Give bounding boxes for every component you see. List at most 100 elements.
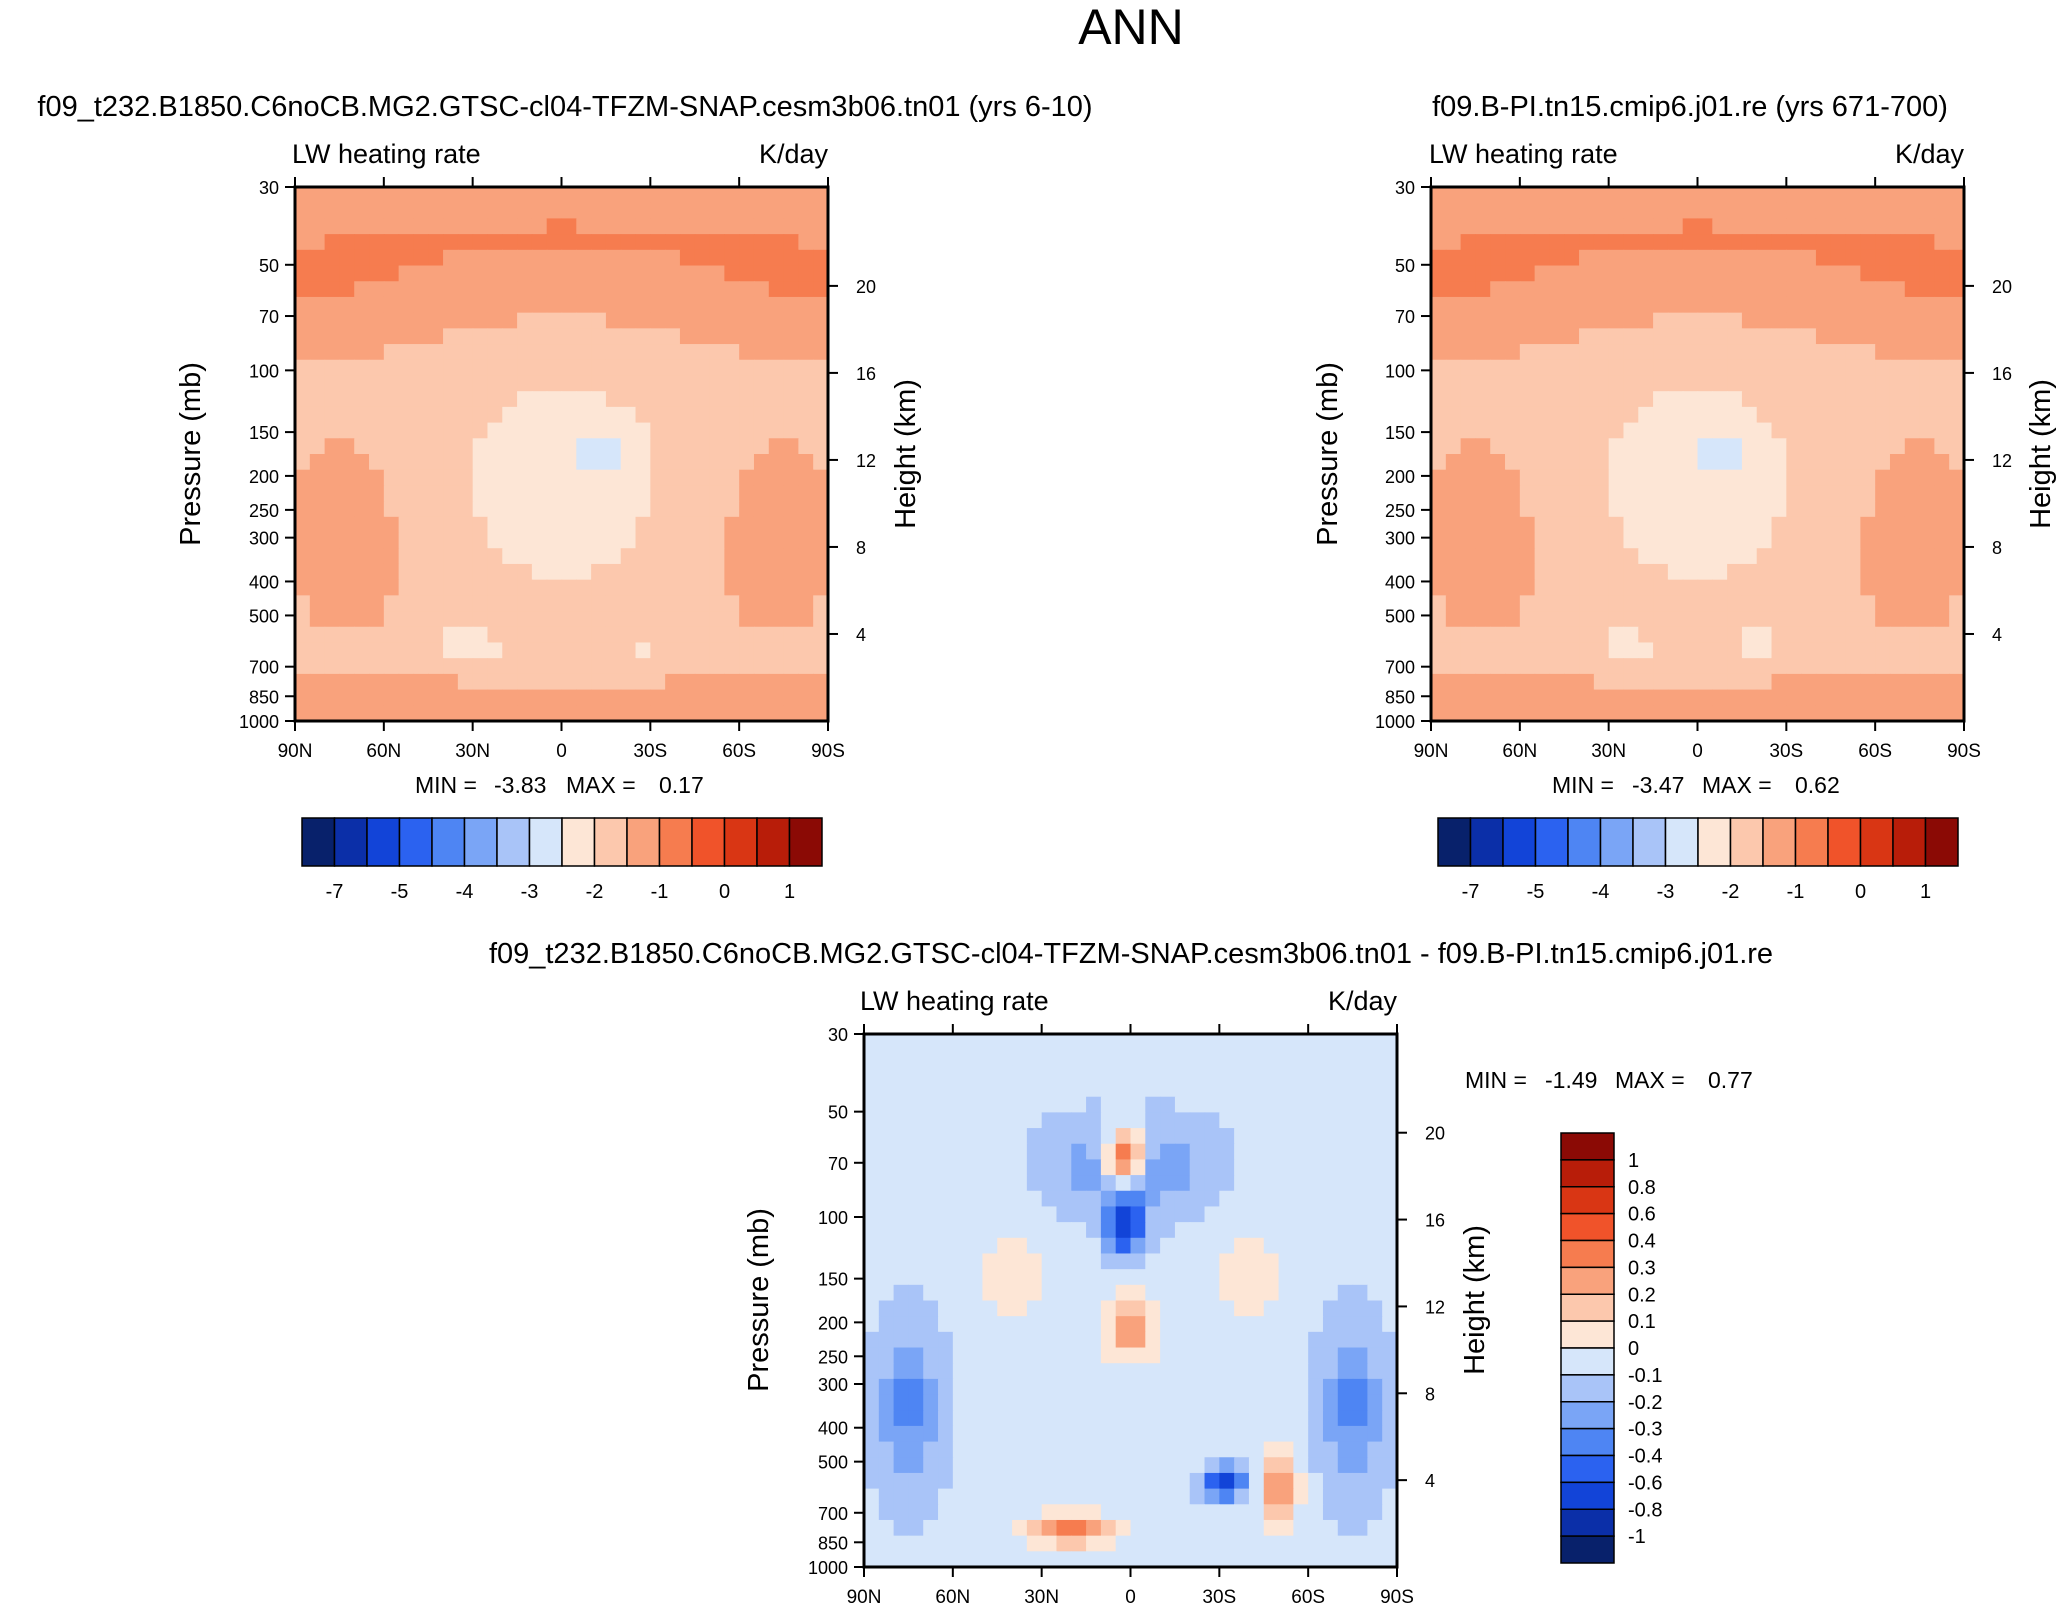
contour-cell — [1100, 1441, 1117, 1458]
contour-cell — [952, 1472, 969, 1490]
contour-cell — [1549, 422, 1565, 439]
contour-cell — [383, 281, 400, 298]
contour-cell — [339, 516, 355, 534]
contour-cell — [605, 658, 622, 675]
contour-cell — [1100, 1081, 1117, 1098]
contour-cell — [324, 359, 341, 377]
contour-cell — [517, 218, 533, 235]
contour-cell — [1160, 1472, 1176, 1490]
contour-cell — [878, 1096, 895, 1113]
contour-cell — [650, 438, 666, 455]
contour-cell — [487, 249, 503, 267]
contour-cell — [1771, 548, 1787, 565]
contour-cell — [413, 375, 429, 392]
contour-cell — [354, 532, 370, 549]
contour-cell — [1741, 234, 1758, 251]
contour-cell — [1697, 187, 1713, 204]
colorbar-label: 0.2 — [1628, 1284, 1656, 1306]
contour-cell — [1667, 234, 1684, 251]
contour-cell — [813, 485, 829, 502]
contour-cell — [1086, 1190, 1102, 1208]
contour-cell — [1352, 1128, 1368, 1145]
contour-cell — [1653, 642, 1669, 659]
contour-cell — [1904, 187, 1921, 204]
contour-cell — [1549, 658, 1565, 675]
contour-cell — [576, 626, 592, 644]
contour-cell — [1189, 1425, 1206, 1443]
contour-cell — [1460, 579, 1477, 596]
contour-cell — [591, 516, 607, 534]
contour-cell — [864, 1175, 880, 1192]
contour-cell — [1579, 673, 1595, 691]
contour-cell — [923, 1269, 939, 1286]
contour-cell — [679, 406, 696, 424]
contour-cell — [605, 202, 622, 220]
contour-cell — [1845, 296, 1861, 314]
contour-cell — [1086, 1175, 1102, 1192]
contour-cell — [1234, 1425, 1250, 1443]
contour-cell — [1130, 1128, 1146, 1145]
panel-case-left-label: LW heating rate — [292, 139, 481, 169]
contour-cell — [295, 642, 311, 659]
contour-cell — [1475, 516, 1491, 534]
contour-cell — [1293, 1159, 1309, 1176]
contour-cell — [1801, 469, 1817, 487]
contour-cell — [1026, 1112, 1043, 1129]
contour-cell — [1845, 673, 1861, 691]
contour-cell — [309, 328, 326, 345]
contour-cell — [1786, 705, 1802, 722]
contour-cell — [1682, 265, 1699, 282]
contour-cell — [1904, 328, 1921, 345]
contour-cell — [324, 485, 341, 502]
contour-cell — [1086, 1504, 1102, 1521]
contour-cell — [1756, 532, 1773, 549]
contour-cell — [1115, 1190, 1132, 1208]
contour-cell — [354, 187, 370, 204]
contour-cell — [1786, 359, 1802, 377]
y-tick-label: 700 — [818, 1504, 848, 1524]
contour-cell — [997, 1034, 1013, 1051]
contour-cell — [1115, 1472, 1132, 1490]
contour-cell — [324, 579, 341, 596]
contour-cell — [620, 438, 637, 455]
contour-cell — [1278, 1034, 1294, 1051]
contour-cell — [938, 1034, 954, 1051]
contour-cell — [1682, 281, 1699, 298]
contour-cell — [1431, 532, 1447, 549]
contour-cell — [724, 642, 740, 659]
contour-cell — [1771, 626, 1787, 644]
contour-cell — [1100, 1175, 1117, 1192]
contour-cell — [1041, 1378, 1058, 1396]
contour-cell — [798, 626, 814, 644]
contour-cell — [428, 689, 444, 706]
contour-cell — [709, 485, 725, 502]
contour-cell — [1234, 1347, 1250, 1364]
x-tick-label: 30S — [633, 741, 667, 762]
contour-cell — [1100, 1331, 1117, 1349]
contour-cell — [398, 406, 415, 424]
contour-cell — [878, 1410, 895, 1427]
contour-cell — [383, 344, 400, 361]
contour-cell — [1830, 234, 1847, 251]
contour-cell — [487, 689, 503, 706]
contour-cell — [591, 187, 607, 204]
contour-cell — [1263, 1378, 1280, 1396]
contour-cell — [1100, 1065, 1117, 1082]
contour-cell — [1505, 532, 1521, 549]
contour-cell — [1667, 611, 1684, 628]
contour-cell — [1293, 1535, 1309, 1552]
contour-cell — [1248, 1504, 1265, 1521]
contour-cell — [1904, 548, 1921, 565]
contour-cell — [1056, 1143, 1072, 1161]
contour-cell — [1100, 1096, 1117, 1113]
contour-cell — [1771, 658, 1787, 675]
contour-cell — [997, 1284, 1013, 1302]
contour-cell — [443, 611, 459, 628]
contour-cell — [864, 1112, 880, 1129]
contour-cell — [952, 1316, 969, 1333]
contour-cell — [783, 642, 799, 659]
contour-cell — [1308, 1175, 1324, 1192]
contour-cell — [1460, 375, 1477, 392]
contour-cell — [413, 469, 429, 487]
contour-cell — [1026, 1175, 1043, 1192]
